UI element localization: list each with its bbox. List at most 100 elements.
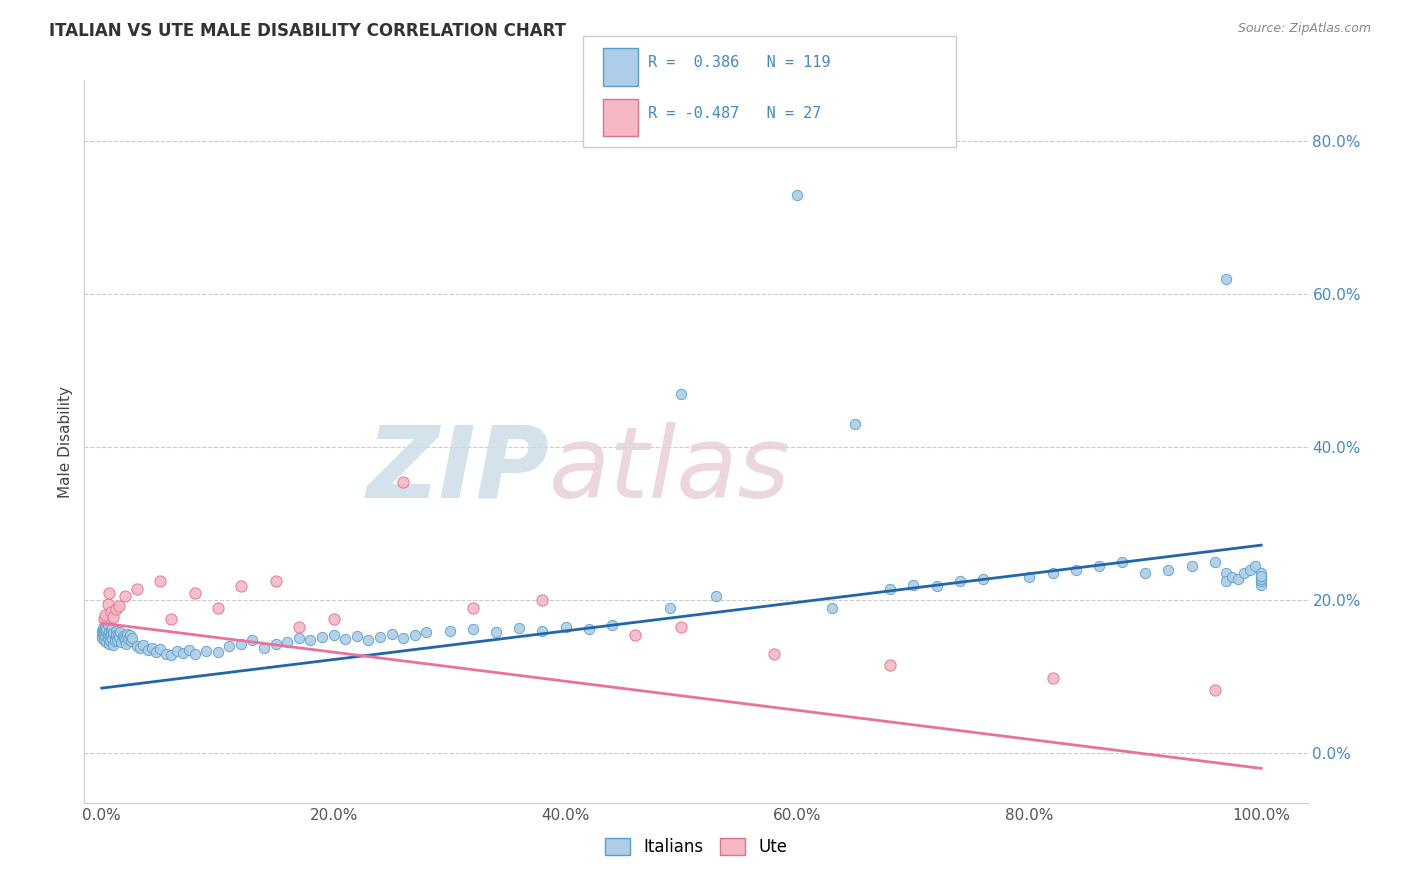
Point [439,624,461,638]
Point [322,612,344,626]
Point [96,627,118,641]
Point [115,637,138,651]
Point [1135,566,1157,581]
Point [1250,578,1272,592]
Text: R =  0.386   N = 119: R = 0.386 N = 119 [648,55,831,70]
Point [104,624,127,638]
Point [145,645,167,659]
Text: ZIP: ZIP [366,422,550,519]
Point [1042,671,1064,685]
Point [1250,568,1272,582]
Point [160,648,183,663]
Text: atlas: atlas [550,422,790,519]
Point [1215,272,1237,286]
Point [322,627,344,641]
Point [949,574,972,588]
Point [658,600,681,615]
Point [1250,566,1272,581]
Point [229,579,252,593]
Point [94,626,117,640]
Point [195,643,218,657]
Point [111,629,134,643]
Point [117,632,139,647]
Point [531,624,554,638]
Point [97,637,120,651]
Point [94,629,117,643]
Point [91,625,114,640]
Point [392,475,415,489]
Point [207,600,229,615]
Point [110,635,132,649]
Point [110,625,132,640]
Point [288,632,311,646]
Point [264,637,287,651]
Point [1250,574,1272,588]
Point [461,622,484,636]
Point [104,602,127,616]
Point [108,599,131,614]
Text: ITALIAN VS UTE MALE DISABILITY CORRELATION CHART: ITALIAN VS UTE MALE DISABILITY CORRELATI… [49,22,567,40]
Point [1239,563,1261,577]
Point [97,585,120,599]
Point [96,635,118,649]
Point [844,417,866,432]
Point [531,593,554,607]
Point [229,637,252,651]
Point [94,608,117,623]
Point [600,617,623,632]
Point [299,632,322,647]
Point [91,622,114,636]
Legend: Italians, Ute: Italians, Ute [598,831,794,863]
Point [485,625,508,640]
Point [172,646,194,660]
Y-axis label: Male Disability: Male Disability [58,385,73,498]
Point [98,629,121,643]
Point [118,628,141,642]
Point [101,632,124,647]
Point [93,632,115,647]
Point [90,624,112,638]
Point [103,634,125,648]
Point [335,632,357,647]
Text: R = -0.487   N = 27: R = -0.487 N = 27 [648,106,821,121]
Point [925,579,948,593]
Point [121,631,143,645]
Point [1204,683,1226,698]
Point [96,632,118,646]
Point [392,632,415,646]
Point [103,638,125,652]
Point [114,590,136,604]
Point [288,620,311,634]
Point [1250,572,1272,586]
Point [1111,555,1133,569]
Point [763,647,786,661]
Point [108,630,131,644]
Point [311,630,333,644]
Point [1181,558,1204,573]
Point [112,632,135,646]
Point [578,622,600,636]
Point [879,582,901,596]
Point [218,639,240,653]
Point [107,627,129,641]
Point [1042,566,1064,581]
Point [125,639,148,653]
Point [101,622,124,636]
Point [177,643,200,657]
Point [508,621,530,635]
Point [1250,570,1272,584]
Point [141,640,163,655]
Point [972,572,994,586]
Point [166,644,188,658]
Point [96,597,118,611]
Point [183,648,205,662]
Point [671,620,693,634]
Point [93,612,115,626]
Point [149,574,172,588]
Point [264,574,287,588]
Point [1157,563,1180,577]
Point [97,625,120,640]
Point [160,612,183,626]
Point [90,632,112,646]
Point [461,600,484,615]
